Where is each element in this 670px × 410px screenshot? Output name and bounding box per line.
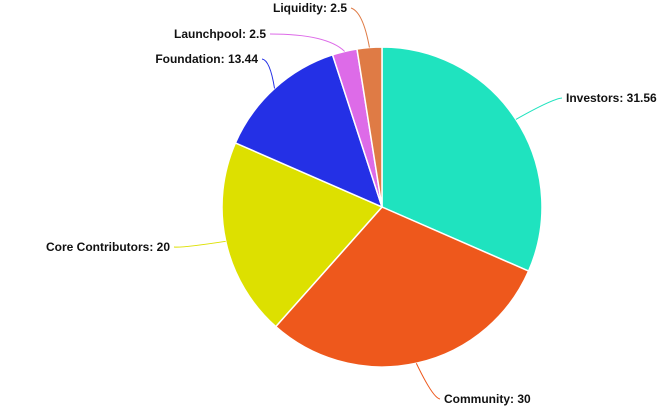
leader-line xyxy=(269,33,345,52)
leader-line xyxy=(173,240,226,248)
pie-slices xyxy=(221,46,543,368)
slice-label: Liquidity: 2.5 xyxy=(273,1,347,15)
leader-line xyxy=(261,58,276,89)
pie-slice-investors xyxy=(381,46,543,273)
pie-slice-community xyxy=(274,206,530,368)
leader-line xyxy=(415,363,441,400)
slice-label: Investors: 31.56 xyxy=(566,91,657,105)
slice-label: Launchpool: 2.5 xyxy=(174,27,266,41)
leader-line xyxy=(515,97,563,120)
slice-label: Foundation: 13.44 xyxy=(155,52,258,66)
leader-line xyxy=(350,7,370,48)
slice-labels: Investors: 31.56 Community: 30 Core Contri… xyxy=(46,1,657,406)
slice-label: Core Contributors: 20 xyxy=(46,240,170,254)
slice-label: Community: 30 xyxy=(444,392,531,406)
leader-lines xyxy=(173,7,563,400)
pie-slice-foundation xyxy=(234,53,384,209)
